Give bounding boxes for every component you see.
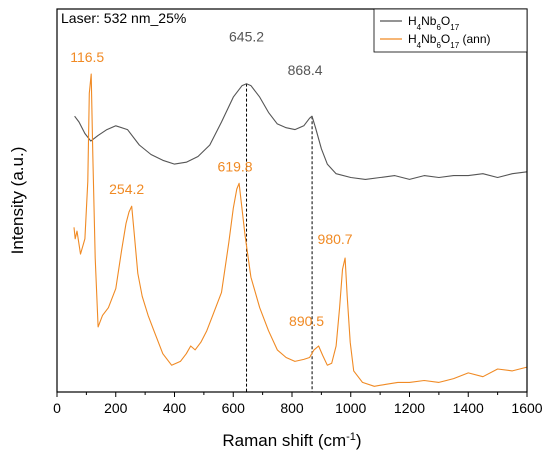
legend-label-ann: H4Nb6O17 (ann) — [408, 32, 491, 50]
x-axis-title-main: Raman shift (cm — [222, 431, 346, 450]
legend-ann-nb: Nb — [421, 32, 437, 46]
legend-raw-o: O — [441, 14, 450, 28]
x-axis-title-close: ) — [356, 431, 362, 450]
legend-raw-h: H — [408, 14, 417, 28]
legend-ann-sub1: 4 — [417, 41, 422, 50]
legend-ann-suffix: (ann) — [459, 32, 490, 46]
legend-label-raw: H4Nb6O17 — [408, 14, 460, 32]
peak-label-980.7: 980.7 — [318, 231, 353, 247]
legend-ann-o: O — [441, 32, 450, 46]
series-line-0 — [74, 83, 528, 180]
legend-raw-sub2: 6 — [436, 23, 441, 32]
series-line-1 — [73, 73, 528, 387]
y-axis-title: Intensity (a.u.) — [8, 147, 27, 255]
x-tick-label-1200: 1200 — [394, 400, 425, 416]
legend-box — [373, 8, 528, 53]
x-axis-title-sup: -1 — [346, 431, 356, 443]
x-axis: 0 200 400 600 800 1000 1200 1400 1600 — [53, 392, 543, 416]
plot-content: 116.5 254.2 619.8 890.5 980.7 645.2 868.4 — [70, 29, 528, 392]
legend-raw-nb: Nb — [421, 14, 437, 28]
legend-ann-sub3: 17 — [450, 41, 459, 50]
peak-label-868.4: 868.4 — [288, 62, 323, 78]
x-tick-label-400: 400 — [163, 400, 187, 416]
peak-label-619.8: 619.8 — [218, 158, 253, 174]
legend-ann-h: H — [408, 32, 417, 46]
corner-note: Laser: 532 nm_25% — [61, 10, 186, 26]
peak-label-890.5: 890.5 — [289, 313, 324, 329]
legend-ann-sub2: 6 — [436, 41, 441, 50]
x-tick-label-200: 200 — [104, 400, 128, 416]
x-tick-label-800: 800 — [280, 400, 304, 416]
x-tick-label-600: 600 — [222, 400, 246, 416]
x-tick-label-0: 0 — [53, 400, 61, 416]
legend-raw-sub3: 17 — [450, 23, 459, 32]
x-tick-label-1000: 1000 — [335, 400, 366, 416]
x-tick-label-1400: 1400 — [453, 400, 484, 416]
legend: H4Nb6O17 H4Nb6O17 (ann) — [373, 8, 528, 53]
peak-label-116.5: 116.5 — [70, 49, 104, 65]
peak-label-645.2: 645.2 — [229, 29, 264, 45]
peak-label-254.2: 254.2 — [109, 181, 144, 197]
legend-raw-sub1: 4 — [417, 23, 422, 32]
x-axis-title: Raman shift (cm-1) — [222, 431, 361, 450]
x-tick-label-1600: 1600 — [511, 400, 542, 416]
